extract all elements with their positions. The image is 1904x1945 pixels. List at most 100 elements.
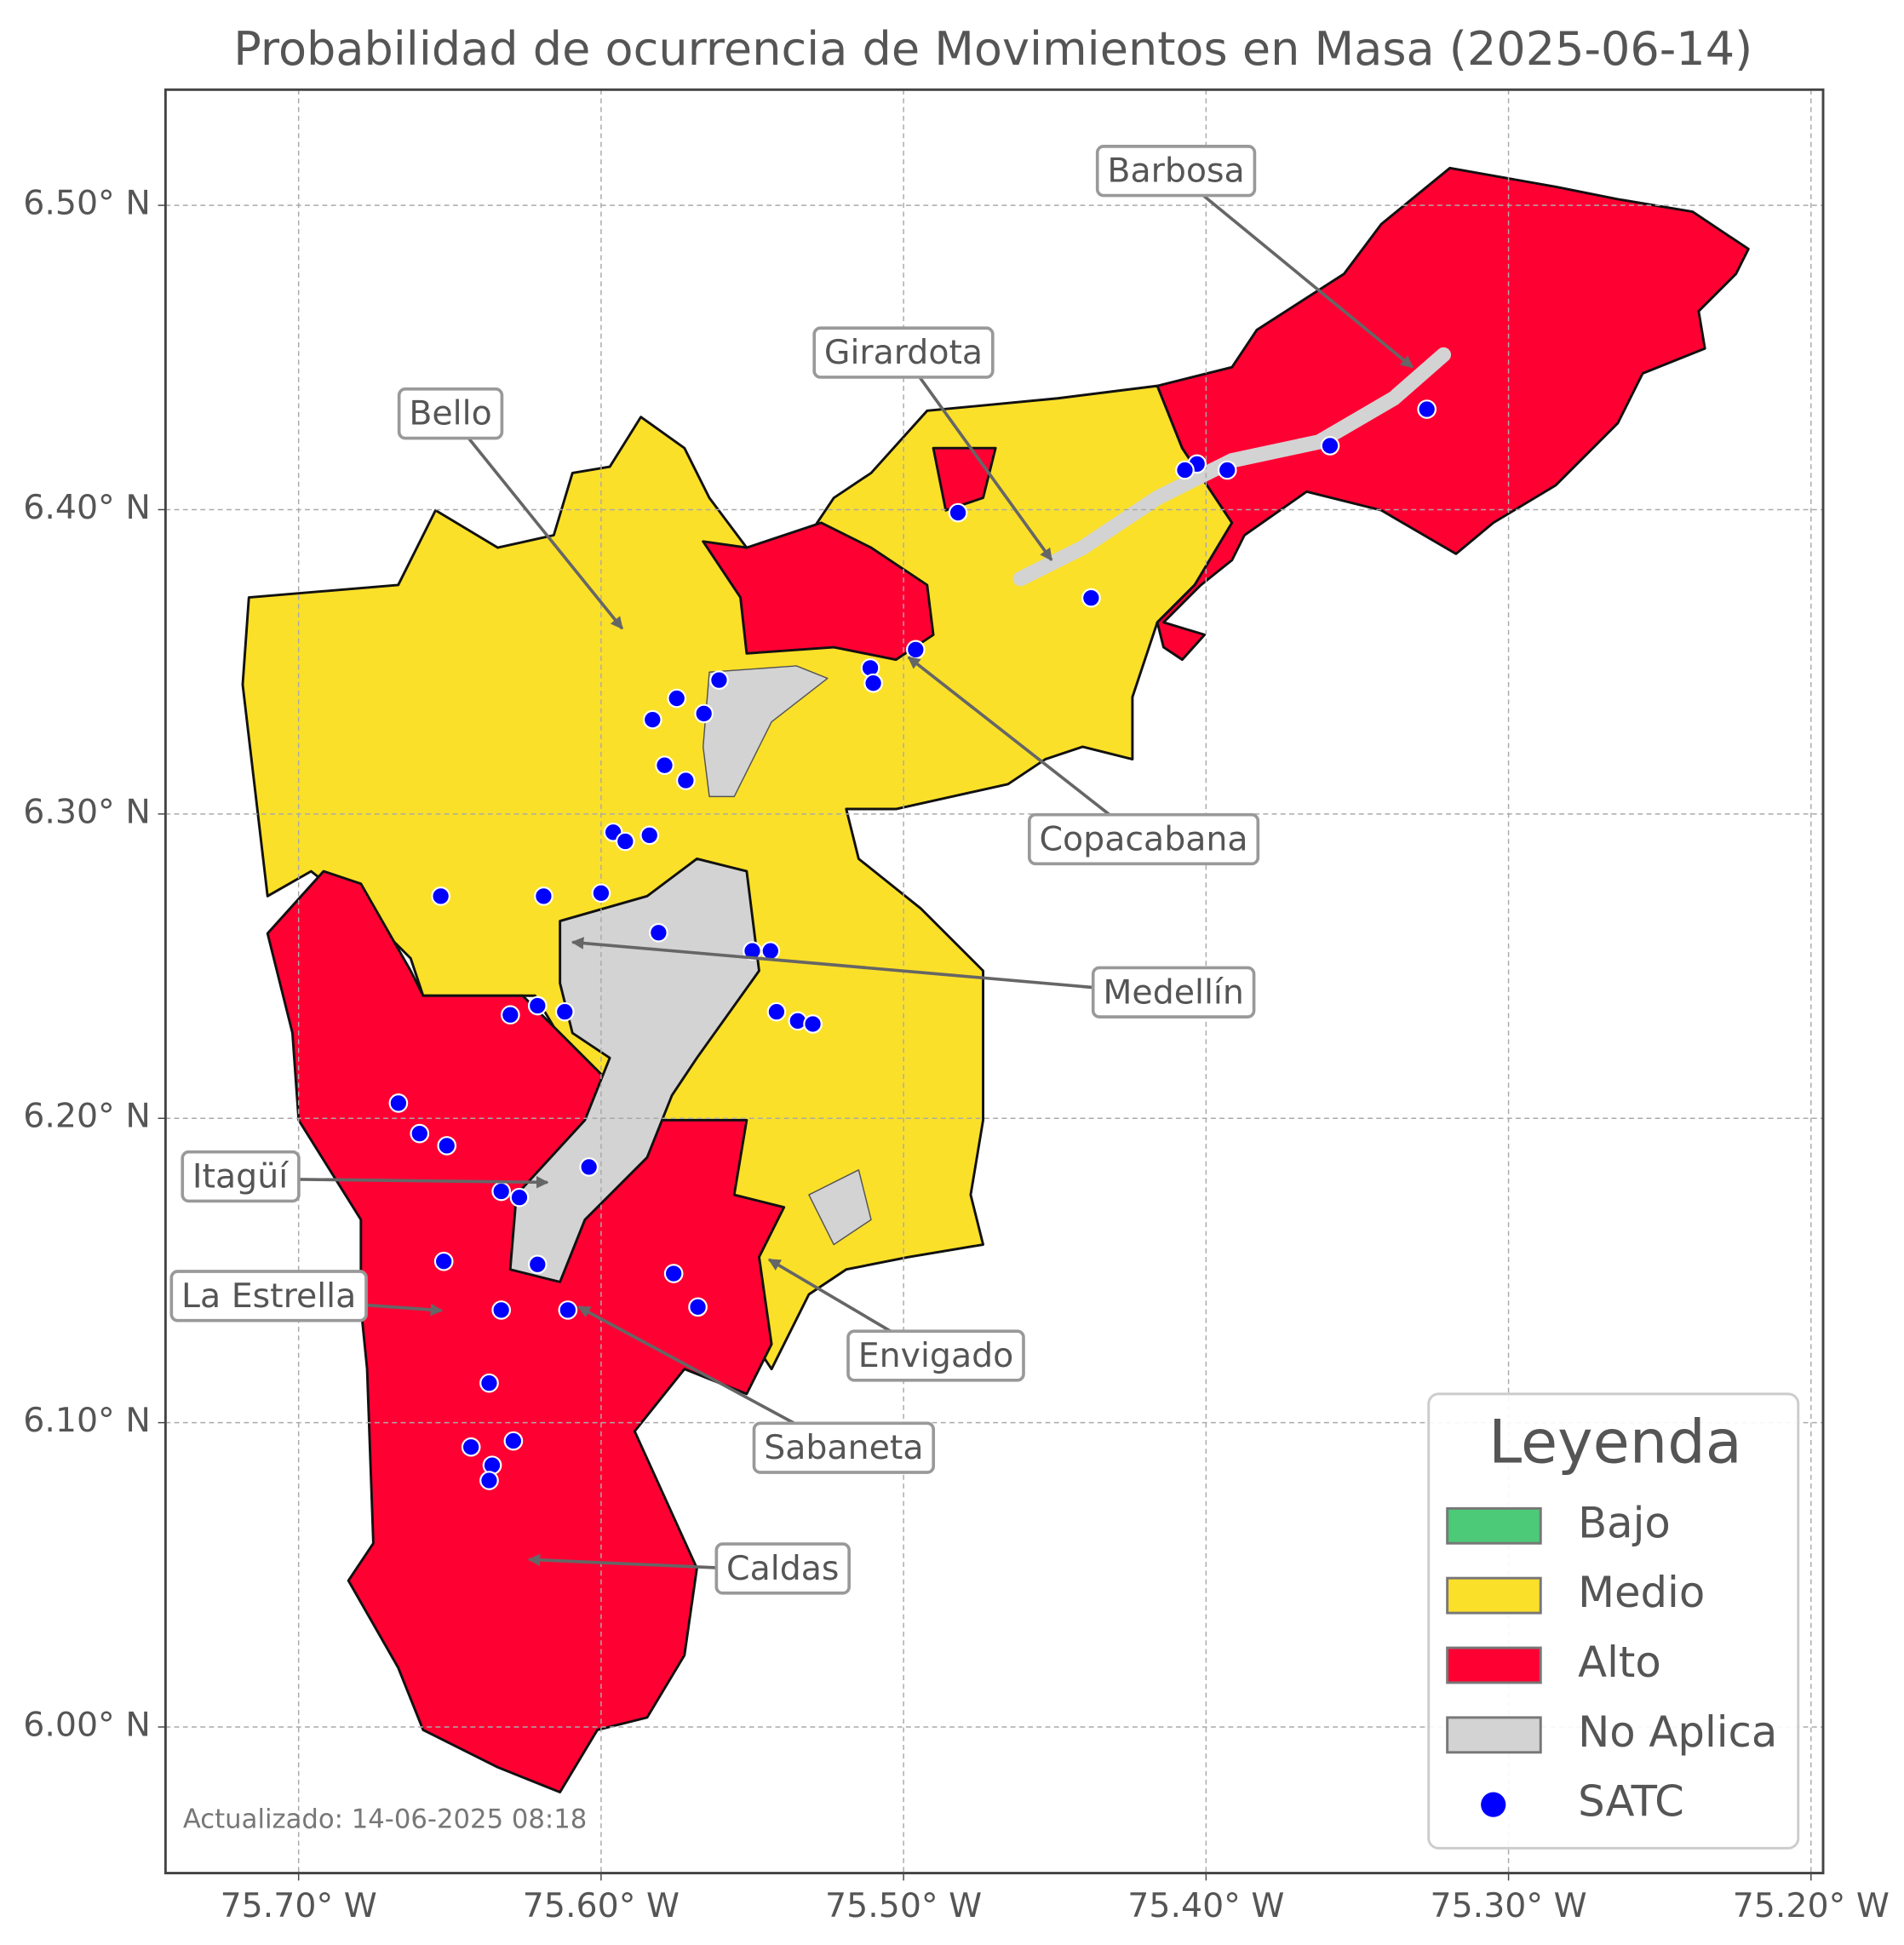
satc-point [501, 1005, 520, 1025]
satc-point [1175, 460, 1195, 480]
satc-point [479, 1471, 499, 1490]
legend-label: Medio [1578, 1568, 1705, 1617]
annotation-label: Barbosa [1107, 152, 1244, 191]
region-no-aplica [808, 1169, 872, 1246]
satc-point [431, 886, 450, 906]
annotation-box [1091, 966, 1256, 1018]
satc-point [863, 673, 883, 693]
annotation-box [812, 326, 995, 379]
satc-point [491, 1300, 511, 1320]
annotation-label: Bello [409, 394, 491, 433]
annotation-box [1027, 812, 1260, 866]
satc-point [649, 922, 668, 943]
annotation-arrow [902, 353, 1053, 561]
annotation-label: Copacabana [1040, 820, 1248, 859]
satc-point [558, 1300, 578, 1320]
annotation-label: Sabaneta [764, 1428, 923, 1467]
satc-point [663, 1264, 684, 1283]
annotation-arrow [1174, 171, 1414, 369]
plot-frame [163, 88, 1825, 1875]
satc-point [1081, 588, 1101, 608]
satc-point [948, 502, 968, 523]
satc-point [642, 709, 662, 730]
legend-swatch [1446, 1646, 1542, 1684]
satc-point [591, 883, 611, 904]
region-no-aplica [1012, 347, 1452, 587]
y-tick-label: 6.50° N [23, 184, 151, 223]
satc-point [437, 1136, 457, 1156]
annotation-label: Itagüí [192, 1157, 289, 1196]
satc-point [1417, 399, 1437, 419]
annotation-label: Envigado [858, 1336, 1014, 1375]
satc-point [803, 1014, 823, 1034]
y-tick-label: 6.30° N [23, 792, 151, 831]
annotation-arrow [449, 415, 624, 630]
satc-point [760, 941, 781, 961]
y-tick-label: 6.40° N [23, 488, 151, 527]
legend-label: Bajo [1578, 1498, 1671, 1547]
legend-swatch [1446, 1576, 1542, 1615]
x-tick-label: 75.60° W [523, 1886, 680, 1925]
annotation-box [1095, 145, 1257, 198]
satc-point [1217, 460, 1237, 480]
annotation-arrow [907, 656, 1145, 843]
satc-point [491, 1181, 511, 1202]
region-no-aplica [702, 665, 829, 798]
annotation-box [169, 1270, 368, 1322]
satc-point [388, 1093, 409, 1113]
region-no-aplica [508, 858, 760, 1283]
annotation-box [846, 1329, 1025, 1382]
satc-point [688, 1297, 708, 1317]
satc-point [534, 886, 553, 906]
y-tick-label: 6.20° N [23, 1097, 151, 1136]
region-alto [702, 521, 935, 662]
satc-point [694, 703, 714, 724]
satc-point [766, 1001, 787, 1022]
satc-point [639, 825, 660, 846]
legend-label: SATC [1578, 1777, 1684, 1827]
satc-point [906, 640, 926, 660]
legend-label: No Aplica [1578, 1707, 1777, 1757]
annotation-box [752, 1421, 936, 1474]
map-title: Probabilidad de ocurrencia de Movimiento… [233, 22, 1752, 76]
x-tick-label: 75.50° W [825, 1886, 982, 1925]
legend-label: Alto [1578, 1638, 1661, 1687]
annotation-label: Caldas [726, 1549, 839, 1588]
satc-point [527, 995, 548, 1016]
satc-point [479, 1373, 499, 1393]
satc-point [527, 1254, 548, 1275]
satc-point [509, 1187, 530, 1208]
satc-point [579, 1157, 599, 1177]
satc-point [676, 771, 696, 790]
annotation-box [181, 1150, 301, 1203]
y-tick-label: 6.10° N [23, 1401, 151, 1440]
x-tick-label: 75.20° W [1733, 1886, 1890, 1925]
satc-point [503, 1431, 524, 1451]
annotation-label: La Estrella [181, 1277, 356, 1316]
annotation-box [397, 387, 504, 440]
annotation-arrow [571, 937, 1174, 996]
region-alto [932, 446, 997, 512]
region-alto [1156, 166, 1750, 662]
satc-point [667, 688, 687, 709]
satc-point [655, 755, 674, 776]
satc-point [1320, 436, 1340, 456]
annotation-label: Girardota [824, 333, 983, 372]
satc-point [709, 670, 729, 690]
legend-swatch [1446, 1506, 1542, 1545]
satc-point [554, 1001, 575, 1022]
satc-point [461, 1437, 481, 1457]
y-tick-label: 6.00° N [23, 1706, 151, 1745]
legend-title: Leyenda [1488, 1407, 1742, 1477]
x-tick-label: 75.70° W [221, 1886, 377, 1925]
legend-swatch [1446, 1716, 1542, 1754]
annotation-label: Medellín [1103, 972, 1243, 1012]
satc-point [615, 831, 635, 852]
satc-point [433, 1251, 454, 1271]
satc-point [410, 1123, 430, 1144]
annotation-box [714, 1542, 851, 1595]
x-tick-label: 75.30° W [1430, 1886, 1586, 1925]
legend-marker [1481, 1792, 1506, 1817]
x-tick-label: 75.40° W [1127, 1886, 1284, 1925]
